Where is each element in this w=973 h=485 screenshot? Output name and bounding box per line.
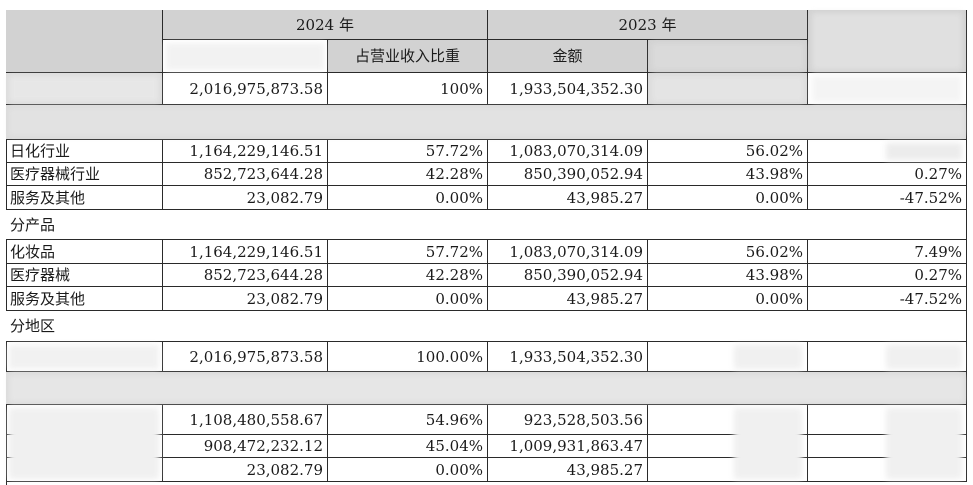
industry-row-1-label: 日化行业: [6, 140, 163, 163]
redaction-change-header: [812, 13, 962, 70]
redaction-2023-ratio-header: [652, 43, 804, 70]
region-row-1-ratio-2024: 100.00%: [328, 342, 488, 372]
redaction-industry-section-title: [9, 108, 964, 136]
channel-row-2-ratio-2024: 45.04%: [328, 435, 488, 458]
product-row-1-amount-2024: 1,164,229,146.51: [163, 240, 328, 264]
industry-row-3-change: -47.52%: [808, 186, 967, 210]
redaction-channel-section-title: [9, 375, 964, 402]
industry-row-1-amount-2023: 1,083,070,314.09: [488, 140, 648, 163]
channel-row-2-amount-2023: 1,009,931,863.47: [488, 435, 648, 458]
header-2023-amount: 金额: [488, 40, 648, 73]
total-row-ratio-2024: 100%: [328, 73, 488, 105]
channel-row-3-change: [808, 458, 967, 482]
industry-row-3-amount-2024: 23,082.79: [163, 186, 328, 210]
industry-row-1-amount-2024: 1,164,229,146.51: [163, 140, 328, 163]
product-row-1-amount-2023: 1,083,070,314.09: [488, 240, 648, 264]
redaction-region-row-label: [9, 345, 159, 369]
header-corner-cell: [6, 10, 163, 73]
channel-row-3-ratio-2024: 0.00%: [328, 458, 488, 482]
product-row-1-change: 7.49%: [808, 240, 967, 264]
region-row-1-amount-2024: 2,016,975,873.58: [163, 342, 328, 372]
product-row-3-ratio-2024: 0.00%: [328, 287, 488, 311]
product-row-1-ratio-2024: 57.72%: [328, 240, 488, 264]
product-row-3-amount-2024: 23,082.79: [163, 287, 328, 311]
product-row-3-label: 服务及其他: [6, 287, 163, 311]
region-row-1-ratio-2023: [648, 342, 808, 372]
product-row-1-label: 化妆品: [6, 240, 163, 264]
industry-row-3-label: 服务及其他: [6, 186, 163, 210]
redaction-region-row-change: [886, 345, 962, 369]
product-row-1-ratio-2023: 56.02%: [648, 240, 808, 264]
product-row-3-change: -47.52%: [808, 287, 967, 311]
total-row-change: [808, 73, 967, 105]
product-row-2-ratio-2023: 43.98%: [648, 264, 808, 287]
channel-row-1-ratio-2024: 54.96%: [328, 405, 488, 435]
region-row-1-change: [808, 342, 967, 372]
redaction-channel-ratio-2023: [734, 408, 802, 479]
industry-row-2-amount-2024: 852,723,644.28: [163, 163, 328, 186]
redaction-total-ratio-2023: [652, 76, 804, 102]
channel-row-2-ratio-2023: [648, 435, 808, 458]
product-row-3-amount-2023: 43,985.27: [488, 287, 648, 311]
industry-row-1-change: [808, 140, 967, 163]
redaction-industry-row-1-change: [886, 143, 962, 160]
industry-row-1-ratio-2023: 56.02%: [648, 140, 808, 163]
redaction-total-change: [812, 76, 962, 102]
industry-row-3-amount-2023: 43,985.27: [488, 186, 648, 210]
table-border-left: [6, 10, 7, 485]
header-2024-ratio: 占营业收入比重: [328, 40, 488, 73]
header-year-2023: 2023 年: [488, 10, 808, 40]
industry-row-1-ratio-2024: 57.72%: [328, 140, 488, 163]
channel-row-1-ratio-2023: [648, 405, 808, 435]
industry-row-3-ratio-2023: 0.00%: [648, 186, 808, 210]
region-row-1-amount-2023: 1,933,504,352.30: [488, 342, 648, 372]
section-region-title: 分地区: [6, 311, 967, 342]
product-row-2-amount-2023: 850,390,052.94: [488, 264, 648, 287]
channel-row-1-amount-2023: 923,528,503.56: [488, 405, 648, 435]
industry-row-2-ratio-2024: 42.28%: [328, 163, 488, 186]
total-row-amount-2024: 2,016,975,873.58: [163, 73, 328, 105]
industry-row-2-ratio-2023: 43.98%: [648, 163, 808, 186]
industry-row-3-ratio-2024: 0.00%: [328, 186, 488, 210]
channel-row-3-amount-2023: 43,985.27: [488, 458, 648, 482]
industry-row-2-label: 医疗器械行业: [6, 163, 163, 186]
channel-row-3-amount-2024: 23,082.79: [163, 458, 328, 482]
redaction-total-label: [9, 76, 159, 102]
product-row-2-ratio-2024: 42.28%: [328, 264, 488, 287]
industry-row-2-amount-2023: 850,390,052.94: [488, 163, 648, 186]
channel-row-1-amount-2024: 1,108,480,558.67: [163, 405, 328, 435]
revenue-table: 2024 年 2023 年 占营业收入比重 金额 2,016,975,873.5…: [6, 10, 967, 485]
industry-row-2-change: 0.27%: [808, 163, 967, 186]
product-row-2-label: 医疗器械: [6, 264, 163, 287]
redaction-2024-amount-header: [166, 43, 324, 70]
redaction-region-row-ratio-2023: [734, 345, 802, 369]
product-row-2-amount-2024: 852,723,644.28: [163, 264, 328, 287]
channel-row-3-label: [6, 458, 163, 482]
redaction-channel-change: [886, 408, 962, 479]
redaction-channel-labels: [9, 408, 159, 479]
header-year-2024: 2024 年: [163, 10, 488, 40]
section-product-title: 分产品: [6, 210, 967, 240]
total-row-amount-2023: 1,933,504,352.30: [488, 73, 648, 105]
channel-row-2-amount-2024: 908,472,232.12: [163, 435, 328, 458]
channel-row-3-ratio-2023: [648, 458, 808, 482]
product-row-2-change: 0.27%: [808, 264, 967, 287]
region-row-1-label: [6, 342, 163, 372]
product-row-3-ratio-2023: 0.00%: [648, 287, 808, 311]
